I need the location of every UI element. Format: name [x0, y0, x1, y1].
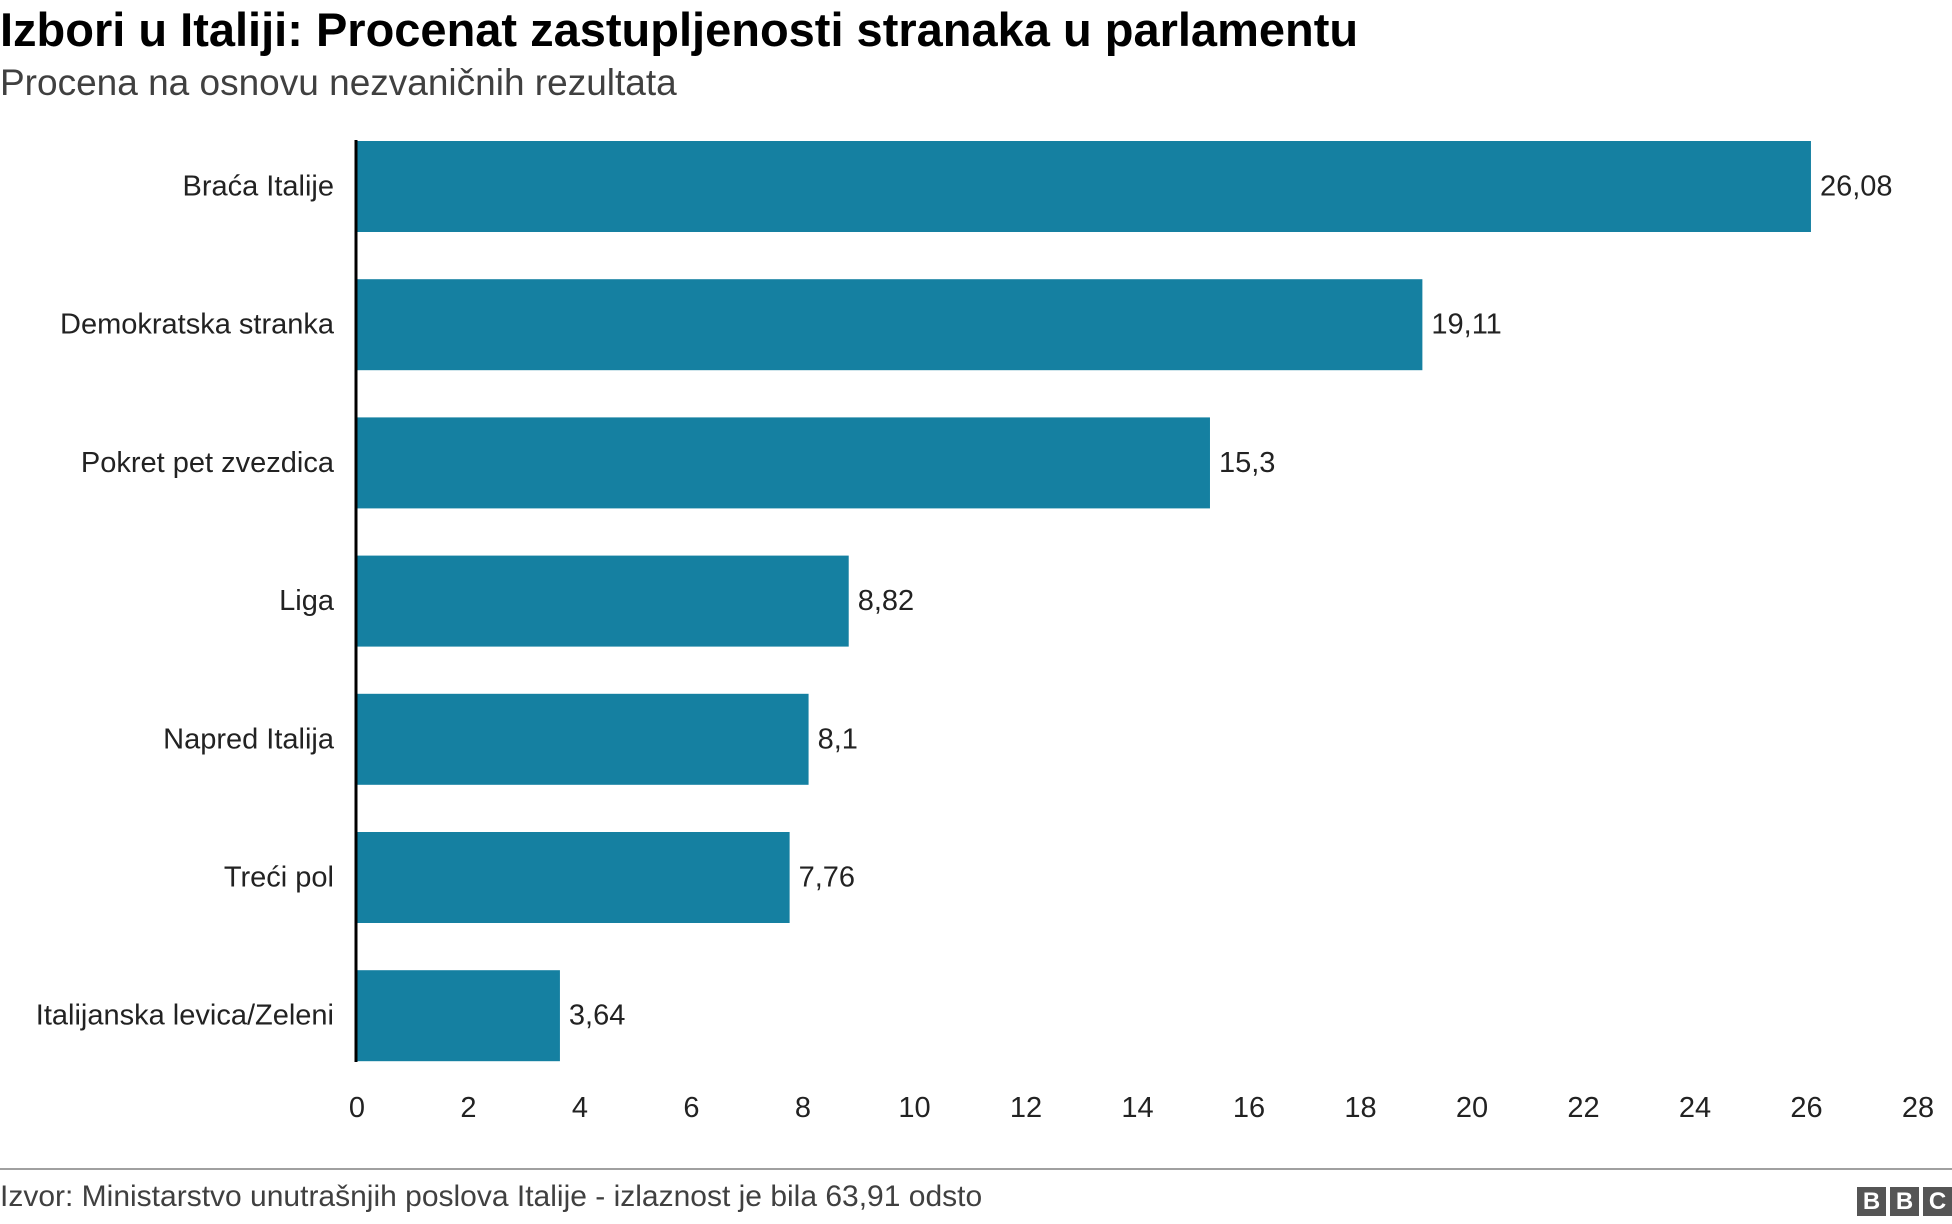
x-tick-label: 18 [1344, 1092, 1376, 1124]
data-label: 7,76 [799, 862, 855, 894]
x-tick-label: 24 [1679, 1092, 1711, 1124]
x-tick-label: 10 [898, 1092, 930, 1124]
x-tick-label: 22 [1567, 1092, 1599, 1124]
category-label: Braća Italije [182, 171, 334, 203]
bar [357, 141, 1811, 232]
bar [357, 832, 790, 923]
category-label: Demokratska stranka [60, 309, 335, 341]
footer-divider [0, 1168, 1952, 1170]
bbc-logo-letter: B [1857, 1187, 1886, 1216]
bar [357, 555, 849, 647]
x-tick-label: 8 [795, 1092, 811, 1124]
x-tick-label: 20 [1456, 1092, 1488, 1124]
category-label: Napred Italija [163, 723, 335, 755]
category-label: Liga [279, 585, 335, 617]
x-tick-label: 0 [349, 1092, 365, 1124]
data-label: 8,82 [858, 585, 914, 617]
x-tick-label: 2 [460, 1092, 476, 1124]
chart-subtitle: Procena na osnovu nezvaničnih rezultata [0, 62, 677, 103]
x-tick-label: 16 [1233, 1092, 1265, 1124]
chart-title: Izbori u Italiji: Procenat zastupljenost… [0, 3, 1359, 56]
source-note: Izvor: Ministarstvo unutrašnjih poslova … [0, 1180, 983, 1213]
x-tick-label: 26 [1790, 1092, 1822, 1124]
bbc-logo: B B C [1857, 1187, 1952, 1216]
bbc-logo-letter: B [1890, 1187, 1919, 1216]
x-tick-label: 6 [683, 1092, 699, 1124]
bar [357, 970, 560, 1062]
data-label: 8,1 [818, 723, 858, 755]
category-label: Italijanska levica/Zeleni [36, 1000, 334, 1032]
data-label: 3,64 [569, 1000, 625, 1032]
category-label: Pokret pet zvezdica [81, 447, 335, 479]
bar [357, 417, 1210, 509]
x-tick-label: 14 [1121, 1092, 1153, 1124]
bar [357, 279, 1423, 371]
data-label: 26,08 [1820, 171, 1893, 203]
x-tick-label: 4 [572, 1092, 588, 1124]
data-label: 15,3 [1219, 447, 1275, 479]
x-tick-label: 28 [1902, 1092, 1934, 1124]
bbc-logo-letter: C [1923, 1187, 1952, 1216]
x-tick-label: 12 [1010, 1092, 1042, 1124]
data-label: 19,11 [1431, 309, 1501, 341]
bar [357, 693, 809, 785]
category-label: Treći pol [224, 862, 334, 894]
bar-chart: Braća Italije 26,08 Demokratska stranka 19,… [36, 140, 1934, 1124]
